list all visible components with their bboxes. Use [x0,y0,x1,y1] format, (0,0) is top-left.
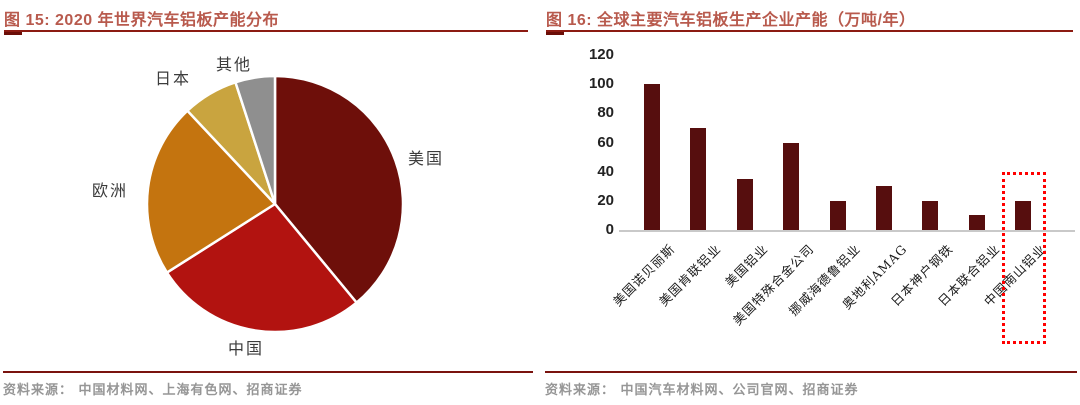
pie-slice-4 [234,74,277,206]
pie-label-usa: 美国 [408,149,445,168]
figure15-source: 资料来源： 中国材料网、上海有色网、招商证券 [3,383,303,398]
bar-美国诺贝丽斯 [644,84,660,230]
figure16-source: 资料来源： 中国汽车材料网、公司官网、招商证券 [545,383,859,398]
bar-美国特殊合金公司 [783,142,800,230]
y-axis-tick-20: 20 [597,191,614,209]
bar-中国南山铝业 [1015,200,1031,230]
figure15-title-rule [4,30,528,32]
y-axis-tick-40: 40 [597,162,614,180]
figure15-source-rule [3,371,533,373]
y-axis-tick-0: 0 [605,221,614,238]
figure15-title-rule-cap [4,32,22,35]
bar-日本神户钢铁 [922,200,939,230]
pie-slice-2 [145,109,277,274]
bar-chart-producer-capacity: 0 20 40 60 80 100 120 美国诺贝丽斯 美国肯联铝业 美国铝业 美国特殊合金公司挪… [545,35,1080,380]
pie-label-europe: 欧洲 [92,181,129,200]
bar-日本联合铝业 [968,215,985,230]
x-axis-baseline [619,230,1075,232]
y-axis-tick-100: 100 [588,75,614,93]
bar-挪威海德鲁铝业 [829,200,846,230]
y-axis-tick-80: 80 [597,104,614,122]
figure15-title: 图 15: 2020 年世界汽车铝板产能分布 [4,12,280,29]
bar-奥地利AMAG [875,186,892,230]
pie-label-japan: 日本 [155,69,192,88]
figure16-title-rule-cap [546,32,564,35]
pie-svg [145,74,405,334]
pie-label-other: 其他 [216,55,253,74]
bar-美国肯联铝业 [690,127,707,230]
pie-chart-world-auto-aluminum-sheet-capacity [145,74,405,334]
figure16-title-rule [546,30,1073,32]
pie-label-china: 中国 [228,339,265,358]
y-axis-tick-60: 60 [597,133,614,151]
bar-美国铝业 [736,178,753,230]
pie-slice-1 [165,202,358,334]
pie-slice-0 [273,74,405,304]
highlight-box-nanshan-aluminum [1002,171,1046,344]
figure16-source-rule [545,371,1077,373]
y-axis-tick-120: 120 [588,46,614,63]
figure16-title: 图 16: 全球主要汽车铝板生产企业产能（万吨/年） [546,12,916,29]
